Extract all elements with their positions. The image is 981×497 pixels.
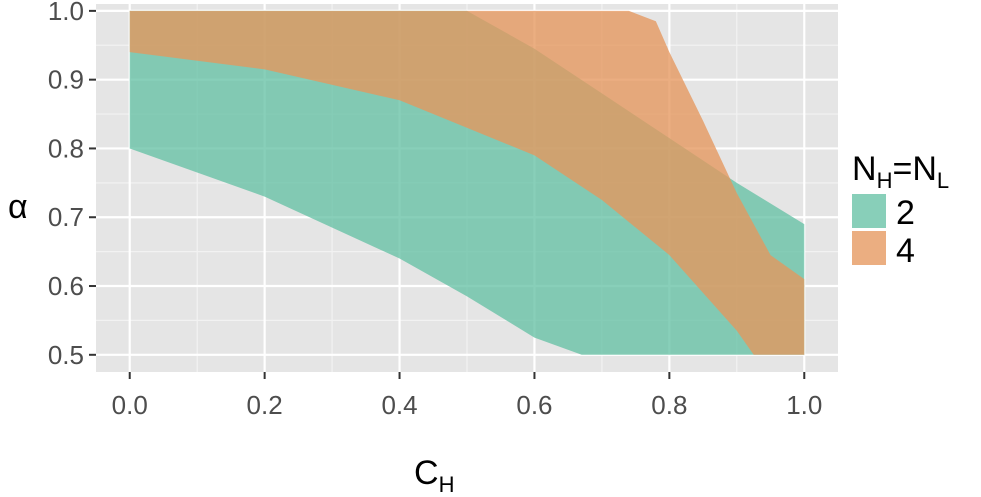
- legend: NH=NL 2 4: [852, 150, 949, 270]
- y-tick-label: 0.9: [48, 65, 84, 95]
- legend-key-2: [852, 194, 886, 228]
- y-tick-label: 0.5: [48, 340, 84, 370]
- y-tick-label: 0.8: [48, 133, 84, 163]
- x-tick-label: 1.0: [786, 390, 822, 420]
- y-axis-title: α: [8, 188, 28, 226]
- legend-key-4: [852, 231, 886, 265]
- legend-label-4: 4: [896, 232, 915, 270]
- legend-label-2: 2: [896, 194, 915, 232]
- y-tick-label: 1.0: [48, 0, 84, 26]
- x-axis-title: CH: [414, 454, 454, 497]
- legend-title: NH=NL: [852, 150, 949, 193]
- area-series-4: [129, 10, 805, 355]
- x-axis-ticks: 0.0 0.2 0.4 0.6 0.8 1.0: [112, 372, 822, 420]
- y-tick-label: 0.7: [48, 202, 84, 232]
- x-tick-label: 0.4: [381, 390, 417, 420]
- x-tick-label: 0.8: [651, 390, 687, 420]
- x-tick-label: 0.0: [112, 390, 148, 420]
- areas: [129, 10, 805, 355]
- x-tick-label: 0.2: [247, 390, 283, 420]
- area-series-2: [129, 10, 805, 355]
- y-axis-ticks: 0.5 0.6 0.7 0.8 0.9 1.0: [48, 0, 96, 370]
- y-tick-label: 0.6: [48, 271, 84, 301]
- x-tick-label: 0.6: [516, 390, 552, 420]
